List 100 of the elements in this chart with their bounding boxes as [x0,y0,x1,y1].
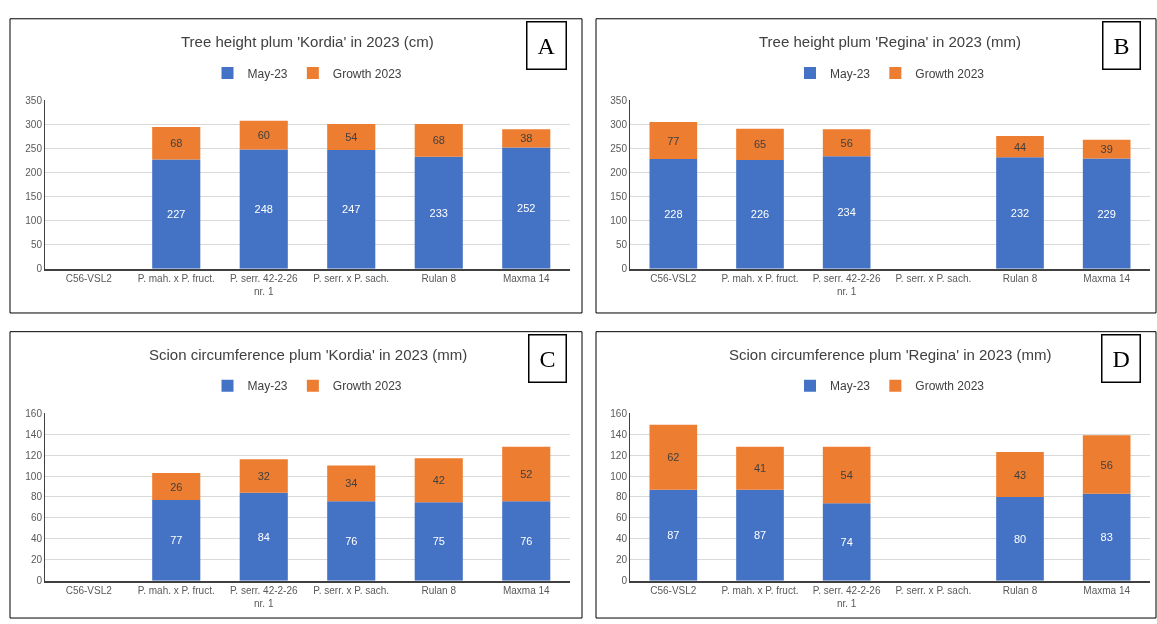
y-tick-label: 80 [30,491,43,503]
x-tick-label: P. serr. 42-2-26 nr. 1 [812,585,881,610]
bar [736,128,784,161]
data-label: 54 [840,469,853,482]
data-label: 39 [1100,143,1113,156]
bar [327,149,376,269]
bar [649,489,698,581]
data-label: 68 [170,137,183,150]
y-tick-label: 0 [621,263,628,275]
data-label: 87 [667,529,680,542]
y-tick-label: 120 [610,449,628,461]
chart-title: Scion circumference plum 'Kordia' in 2023 (mm) [149,346,468,363]
bar [1082,493,1131,581]
legend-label: Growth 2023 [332,379,402,394]
x-tick-label: C56-VSL2 [650,273,697,285]
bar [502,446,551,502]
data-label: 75 [432,535,445,548]
bar [239,492,288,581]
bar [327,501,376,581]
y-tick-label: 0 [36,575,43,587]
x-tick-label: Rulan 8 [421,585,457,597]
bar [1082,158,1131,269]
data-label: 228 [664,207,683,220]
data-label: 41 [753,462,767,475]
bar [152,159,201,269]
data-label: 43 [1013,468,1027,481]
legend-label: Growth 2023 [915,66,985,81]
x-tick-label: P. serr. 42-2-26 nr. 1 [229,273,298,298]
y-tick-label: 50 [30,239,43,251]
bar [414,458,463,503]
bar [736,489,784,581]
bar [822,156,871,269]
data-label: 252 [517,202,536,215]
legend-label: May-23 [830,66,871,81]
data-label: 74 [840,535,853,548]
bar [736,446,784,490]
y-tick-label: 300 [610,118,628,130]
bar [414,502,463,581]
bar [502,501,551,581]
data-label: 226 [750,208,770,221]
bar [414,124,463,157]
y-tick-label: 0 [36,263,43,275]
y-tick-label: 200 [25,167,43,179]
bar [996,136,1044,158]
y-tick-label: 350 [610,94,628,106]
x-tick-label: C56-VSL2 [65,273,113,285]
data-label: 68 [432,134,445,147]
bar [822,129,871,157]
x-tick-label: P. serr. 42-2-26 nr. 1 [812,273,881,298]
bar [996,157,1044,269]
bar [152,500,201,581]
data-label: 77 [170,534,183,547]
data-label: 54 [345,130,358,143]
bar [649,159,698,269]
data-label: 76 [520,534,533,547]
x-tick-label: Rulan 8 [1002,585,1038,597]
data-label: 60 [257,129,270,142]
bar [649,122,698,160]
y-tick-label: 60 [615,512,628,524]
y-tick-label: 20 [30,554,43,566]
y-tick-label: 20 [615,554,628,566]
x-tick-label: C56-VSL2 [650,585,697,597]
bar [649,424,698,490]
y-tick-label: 140 [25,428,43,440]
bar [327,465,376,502]
y-tick-label: 40 [30,533,43,545]
x-tick-label: Maxma 14 [502,273,551,285]
chart-title: Scion circumference plum 'Regina' in 2023 (mm) [729,346,1052,363]
data-label: 34 [345,477,358,490]
x-tick-label: Maxma 14 [1083,585,1131,597]
bar [822,503,871,581]
x-tick-label: Maxma 14 [502,585,551,597]
bar [1082,139,1131,159]
bar [736,160,784,269]
bar [996,452,1044,497]
y-tick-label: 100 [610,215,628,227]
y-tick-label: 50 [615,239,628,251]
x-tick-label: C56-VSL2 [65,585,113,597]
text: A [537,32,556,59]
text: B [1113,32,1130,59]
y-tick-label: 350 [25,94,43,106]
x-tick-label: Rulan 8 [421,273,457,285]
y-tick-label: 100 [610,470,628,482]
legend-label: Growth 2023 [332,66,402,81]
bar [414,156,463,269]
bar [152,472,201,501]
data-label: 32 [257,470,270,483]
data-label: 26 [170,480,183,493]
bar [239,459,288,493]
x-tick-label: P. serr. x P. sach. [895,585,972,597]
legend-label: Growth 2023 [915,379,985,394]
y-tick-label: 0 [621,575,628,587]
legend-label: May-23 [247,379,288,394]
data-label: 56 [840,136,853,149]
x-tick-label: P. serr. x P. sach. [895,273,972,285]
bar [239,149,288,269]
data-label: 52 [520,467,533,480]
y-tick-label: 150 [25,191,43,203]
y-tick-label: 140 [610,428,628,440]
data-label: 234 [837,206,856,219]
